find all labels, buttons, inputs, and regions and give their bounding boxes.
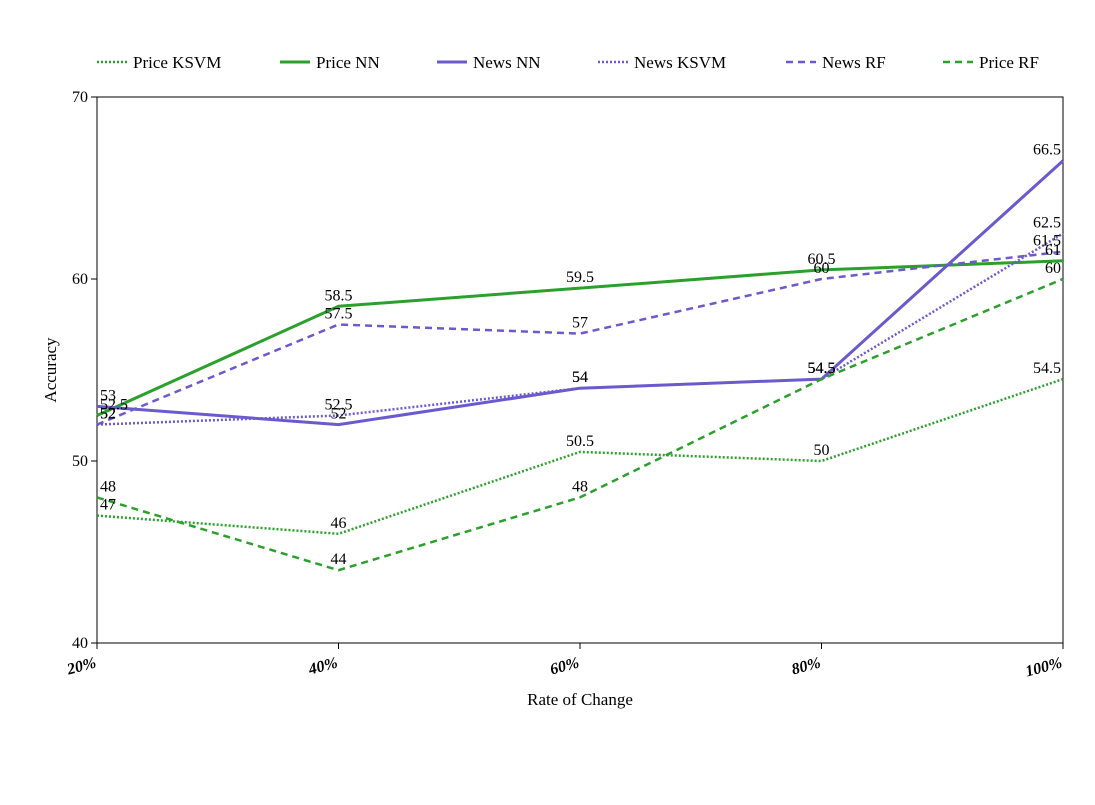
data-label-price-rf: 48 bbox=[572, 478, 588, 495]
data-label-news-ksvm: 54.5 bbox=[808, 360, 836, 377]
data-label-price-ksvm: 47 bbox=[100, 497, 116, 514]
data-label-price-ksvm: 54.5 bbox=[1033, 360, 1061, 377]
data-label-price-nn: 52.5 bbox=[100, 397, 128, 414]
data-label-news-ksvm: 52.5 bbox=[325, 397, 353, 414]
y-tick-label: 40 bbox=[72, 635, 88, 652]
data-label-price-rf: 48 bbox=[100, 478, 116, 495]
data-label-news-ksvm: 62.5 bbox=[1033, 215, 1061, 232]
data-label-news-nn: 54.5 bbox=[808, 360, 836, 377]
x-axis-title: Rate of Change bbox=[527, 690, 633, 709]
data-label-price-ksvm: 46 bbox=[331, 515, 347, 532]
series-line-price-nn bbox=[96, 259, 1064, 417]
x-axis: 20% 40% 60% 80% 100% bbox=[64, 643, 1064, 681]
data-label-price-rf: 54.5 bbox=[808, 360, 836, 377]
legend-label-price-rf: Price RF bbox=[979, 53, 1039, 72]
data-labels: 47 46 50.5 50 54.5 52.5 58.5 59.5 60.5 61 53 52 54 54… bbox=[100, 142, 1061, 569]
data-label-price-nn: 60.5 bbox=[808, 251, 836, 268]
data-label-news-nn: 54 bbox=[572, 369, 588, 386]
data-label-price-nn: 59.5 bbox=[566, 269, 594, 286]
data-label-news-ksvm: 52 bbox=[100, 406, 116, 423]
x-tick-label: 40% bbox=[306, 654, 340, 678]
legend: Price KSVM Price NN News NN News KSVM News R… bbox=[97, 53, 1039, 72]
data-label-news-rf: 57 bbox=[572, 315, 588, 332]
legend-label-news-nn: News NN bbox=[473, 53, 541, 72]
y-tick-label: 50 bbox=[72, 453, 88, 470]
y-axis: 40 50 60 70 bbox=[72, 89, 97, 652]
legend-label-news-rf: News RF bbox=[822, 53, 886, 72]
data-label-news-ksvm: 54 bbox=[572, 369, 588, 386]
data-label-price-ksvm: 50.5 bbox=[566, 433, 594, 450]
x-tick-label: 100% bbox=[1024, 654, 1064, 680]
data-label-price-nn: 61 bbox=[1045, 242, 1061, 259]
series-line-price-ksvm bbox=[96, 377, 1064, 536]
data-label-news-nn: 52 bbox=[331, 406, 347, 423]
data-label-price-rf: 60 bbox=[1045, 260, 1061, 277]
data-label-price-nn: 58.5 bbox=[325, 287, 353, 304]
x-tick-label: 20% bbox=[64, 654, 98, 678]
data-label-news-rf: 57.5 bbox=[325, 306, 353, 323]
y-tick-label: 70 bbox=[72, 89, 88, 106]
legend-label-price-nn: Price NN bbox=[316, 53, 380, 72]
y-axis-title: Accuracy bbox=[41, 337, 60, 403]
x-tick-label: 60% bbox=[548, 654, 581, 678]
series-layer bbox=[96, 159, 1065, 572]
data-label-news-rf: 52 bbox=[100, 406, 116, 423]
series-line-news-ksvm bbox=[96, 232, 1064, 426]
legend-label-news-ksvm: News KSVM bbox=[634, 53, 726, 72]
data-label-news-rf: 61.5 bbox=[1033, 233, 1061, 250]
data-label-news-nn: 66.5 bbox=[1033, 142, 1061, 159]
legend-label-price-ksvm: Price KSVM bbox=[133, 53, 221, 72]
series-line-news-rf bbox=[96, 250, 1064, 426]
data-label-news-rf: 60 bbox=[814, 260, 830, 277]
series-line-price-rf bbox=[96, 277, 1064, 572]
x-tick-label: 80% bbox=[790, 654, 823, 678]
y-tick-label: 60 bbox=[72, 271, 88, 288]
data-label-price-rf: 44 bbox=[331, 551, 347, 568]
data-label-news-nn: 53 bbox=[100, 387, 116, 404]
data-label-price-ksvm: 50 bbox=[814, 442, 830, 459]
